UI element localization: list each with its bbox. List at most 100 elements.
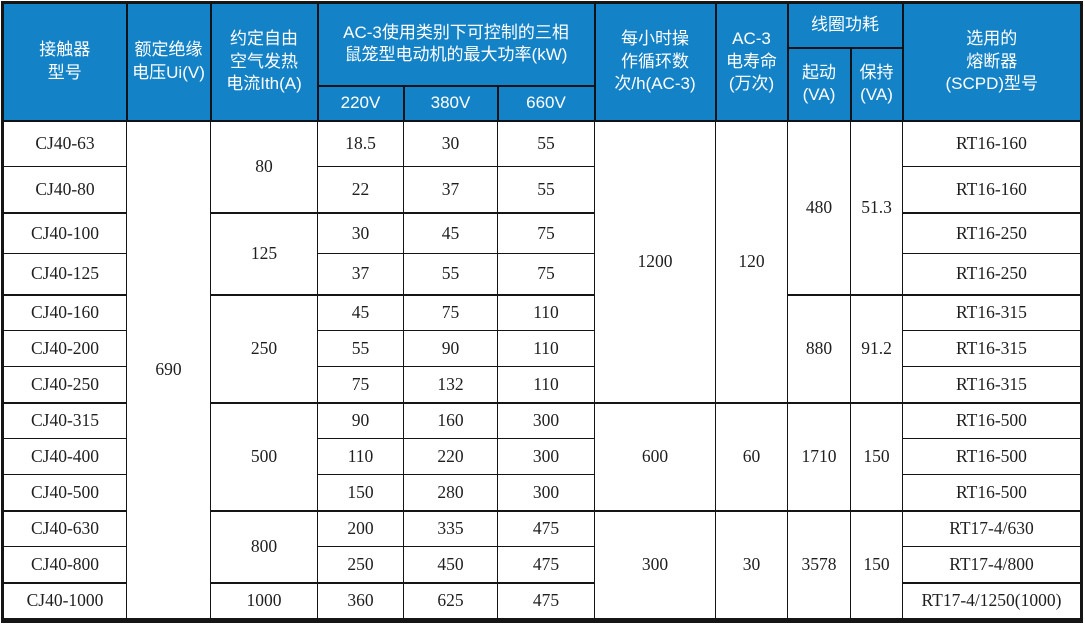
model-cell: CJ40-400 <box>2 438 127 475</box>
value-cell: 30 <box>317 211 404 254</box>
value-cell: 55 <box>497 120 595 167</box>
value-cell: 22 <box>317 166 404 213</box>
model-cell: CJ40-63 <box>2 120 127 167</box>
value-cell: 51.3 <box>850 120 903 295</box>
fuse-cell: RT17-4/630 <box>902 509 1082 547</box>
value-cell: 475 <box>497 546 595 583</box>
value-cell: 280 <box>403 474 498 511</box>
table-row: CJ40-200 55 90 110 RT16-315 <box>2 330 1082 367</box>
value-cell: 75 <box>497 253 595 295</box>
value-cell: 450 <box>403 546 498 583</box>
table-row: CJ40-160 250 45 75 110 880 91.2 RT16-315 <box>2 293 1082 403</box>
fuse-cell: RT16-160 <box>902 120 1082 167</box>
value-cell: 110 <box>317 438 404 475</box>
model-cell: CJ40-160 <box>2 293 127 331</box>
fuse-cell: RT16-315 <box>902 330 1082 367</box>
value-cell: 300 <box>497 438 595 475</box>
value-cell: 475 <box>497 509 595 547</box>
value-cell: 30 <box>715 509 788 621</box>
value-cell: 37 <box>403 166 498 213</box>
value-cell: 335 <box>403 509 498 547</box>
table-row: CJ40-1000 1000 360 625 475 RT17-4/1250(1000) <box>2 581 1082 621</box>
header-coil-hold: 保持 (VA) <box>849 46 904 122</box>
fuse-cell: RT16-315 <box>902 293 1082 331</box>
value-cell: 75 <box>317 366 404 403</box>
model-cell: CJ40-100 <box>2 211 127 254</box>
header-coil-start: 起动 (VA) <box>786 46 852 122</box>
value-cell: 90 <box>317 401 404 439</box>
model-cell: CJ40-500 <box>2 474 127 511</box>
value-cell: 200 <box>317 509 404 547</box>
value-cell: 150 <box>850 401 903 511</box>
value-cell: 132 <box>403 366 498 403</box>
value-cell: 300 <box>497 401 595 439</box>
model-cell: CJ40-80 <box>2 166 127 213</box>
table-row: CJ40-250 75 132 110 RT16-315 <box>2 366 1082 403</box>
model-cell: CJ40-315 <box>2 401 127 439</box>
model-cell: CJ40-200 <box>2 330 127 367</box>
value-cell: 110 <box>497 366 595 403</box>
header-220v: 220V <box>316 84 405 122</box>
value-cell: 360 <box>317 581 404 621</box>
fuse-cell: RT16-500 <box>902 474 1082 511</box>
model-cell: CJ40-800 <box>2 546 127 583</box>
table-body: CJ40-63 690 80 18.5 30 55 1200 120 480 51.3 RT16-1… <box>2 120 1082 621</box>
fuse-cell: RT16-250 <box>902 253 1082 295</box>
value-cell: 30 <box>403 120 498 167</box>
value-cell: 120 <box>715 120 788 403</box>
value-cell: 55 <box>497 166 595 213</box>
value-cell: 250 <box>210 293 318 403</box>
header-electrical-life: AC-3 电寿命 (万次) <box>714 1 789 122</box>
fuse-cell: RT16-250 <box>902 211 1082 254</box>
value-cell: 1710 <box>787 401 851 511</box>
fuse-cell: RT16-160 <box>902 166 1082 213</box>
header-cycles-per-hour: 每小时操 作循环数 次/h(AC-3) <box>593 1 717 122</box>
value-cell: 220 <box>403 438 498 475</box>
value-cell: 3578 <box>787 509 851 621</box>
model-cell: CJ40-125 <box>2 253 127 295</box>
model-cell: CJ40-250 <box>2 366 127 403</box>
value-cell: 91.2 <box>850 293 903 403</box>
header-row-2: 起动 (VA) 保持 (VA) <box>3 46 1082 122</box>
value-cell: 600 <box>594 401 716 511</box>
value-cell: 75 <box>403 293 498 331</box>
fuse-cell: RT16-500 <box>902 438 1082 475</box>
table-row: CJ40-500 150 280 300 RT16-500 <box>2 474 1082 511</box>
value-cell: 55 <box>403 253 498 295</box>
table-header: 接触器 型号 额定绝缘 电压Ui(V) 约定自由 空气发热 电流Ith(A) A… <box>1 1 1083 122</box>
value-cell: 45 <box>403 211 498 254</box>
header-row-1: 接触器 型号 额定绝缘 电压Ui(V) 约定自由 空气发热 电流Ith(A) A… <box>1 1 1083 122</box>
value-cell: 690 <box>126 120 211 621</box>
table-row: CJ40-125 37 55 75 RT16-250 <box>2 253 1082 295</box>
value-cell: 1200 <box>594 120 716 403</box>
value-cell: 480 <box>787 120 851 295</box>
fuse-cell: RT16-315 <box>902 366 1082 403</box>
value-cell: 475 <box>497 581 595 621</box>
header-row-3: 220V 380V 660V <box>3 84 1082 122</box>
header-660v: 660V <box>496 84 596 122</box>
header-380v: 380V <box>402 84 499 122</box>
header-max-power-group: AC-3使用类别下可控制的三相 鼠笼型电动机的最大功率(kW) <box>316 1 596 87</box>
value-cell: 160 <box>403 401 498 439</box>
fuse-cell: RT17-4/800 <box>902 546 1082 583</box>
value-cell: 880 <box>787 293 851 403</box>
value-cell: 55 <box>317 330 404 367</box>
value-cell: 1000 <box>210 581 318 621</box>
value-cell: 60 <box>715 401 788 511</box>
value-cell: 150 <box>850 509 903 621</box>
fuse-cell: RT17-4/1250(1000) <box>902 581 1082 621</box>
table-row: CJ40-630 800 200 335 475 300 30 3578 150 RT17-4/6… <box>2 509 1082 621</box>
header-fuse: 选用的 熔断器 (SCPD)型号 <box>901 1 1083 122</box>
value-cell: 110 <box>497 330 595 367</box>
fuse-cell: RT16-500 <box>902 401 1082 439</box>
header-coil-power-group: 线圈功耗 <box>786 1 904 49</box>
value-cell: 625 <box>403 581 498 621</box>
value-cell: 75 <box>497 211 595 254</box>
value-cell: 45 <box>317 293 404 331</box>
value-cell: 300 <box>594 509 716 621</box>
table-row: CJ40-63 690 80 18.5 30 55 1200 120 480 51.3 RT16-1… <box>2 120 1082 621</box>
value-cell: 110 <box>497 293 595 331</box>
value-cell: 18.5 <box>317 120 404 167</box>
